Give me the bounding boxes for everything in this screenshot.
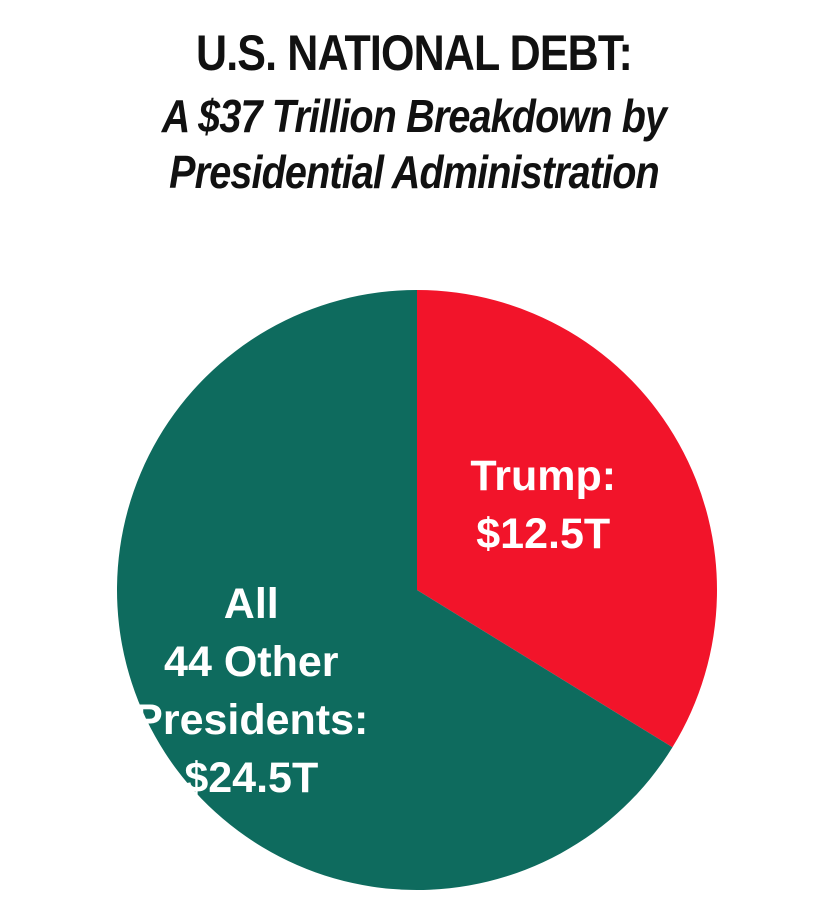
chart-header: U.S. NATIONAL DEBT: A $37 Trillion Break…	[0, 22, 828, 200]
pie-slice-label: Trump: $12.5T	[470, 452, 616, 558]
pie-slice-label-line: All	[224, 580, 279, 628]
pie-slice-label-line: $24.5T	[184, 754, 318, 802]
pie-slice-label-line: Trump:	[470, 452, 616, 500]
chart-subtitle-line-1: A $37 Trillion Breakdown by	[161, 90, 667, 142]
pie-slice-label: All 44 Other Presidents: $24.5T	[134, 580, 368, 802]
pie-slice-label-line: 44 Other	[164, 638, 339, 686]
pie-slice-all-44-other-presidents	[117, 290, 673, 890]
pie-slice-trump	[417, 290, 718, 748]
chart-title: U.S. NATIONAL DEBT:	[196, 25, 633, 81]
chart-subtitle-line-2: Presidential Administration	[169, 146, 660, 198]
chart-subtitle: A $37 Trillion Breakdown by Presidential…	[58, 88, 770, 200]
pie-slice-label-line: $12.5T	[476, 510, 610, 558]
pie-slice-label-line: Presidents:	[134, 696, 368, 744]
